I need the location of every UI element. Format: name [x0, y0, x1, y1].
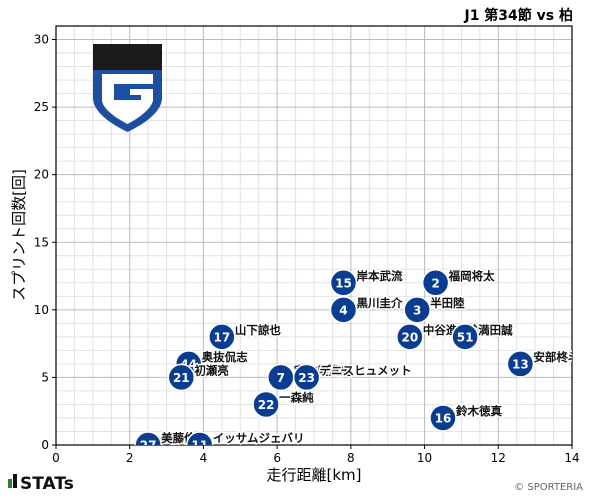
grid-minor	[56, 25, 572, 445]
player-marker	[396, 323, 424, 351]
x-tick-label: 8	[347, 451, 355, 465]
player-marker	[403, 296, 431, 324]
player-number-label: 4	[339, 303, 347, 317]
x-tick-label: 12	[491, 451, 506, 465]
player-number-label: 11	[191, 439, 208, 453]
player-marker	[134, 431, 162, 445]
player-marker	[167, 363, 196, 392]
player-marker	[252, 390, 280, 419]
player-number-label: 13	[512, 357, 529, 371]
stats-logo-bar-2	[13, 474, 17, 488]
player-name-label: 半田陸	[430, 296, 465, 310]
player-name-label: 奥抜侃志	[201, 350, 248, 364]
player-name-label: 岸本武流	[356, 269, 402, 283]
x-axis-label: 走行距離[km]	[266, 466, 361, 484]
player-number-label: 21	[173, 371, 190, 385]
player-number-label: 3	[413, 303, 421, 317]
y-axis-label: スプリント回数[回]	[10, 169, 28, 301]
player-number-label: 2	[431, 276, 439, 290]
player-number-label: 22	[258, 398, 275, 412]
player-number-label: 15	[335, 276, 352, 290]
y-tick-label: 15	[34, 235, 49, 249]
player-number-label: 7	[277, 371, 285, 385]
player-name-label: イッサムジェバリ	[213, 431, 305, 445]
player-marker	[451, 323, 479, 351]
stats-logo-bar-1	[8, 479, 12, 488]
data-points: 岸本武流15福岡将太2黒川圭介4半田陸3中谷進之介20満田誠51安部柊斗13山下…	[134, 267, 579, 453]
player-marker	[208, 323, 236, 351]
player-marker	[506, 350, 535, 378]
y-tick-label: 20	[34, 168, 49, 182]
x-tick-label: 0	[52, 451, 60, 465]
plot-frame	[55, 25, 573, 446]
player-marker	[329, 296, 358, 324]
y-axis-ticks: 0 5 10 15 20 25 30	[34, 33, 56, 452]
player-number-label: 20	[401, 330, 418, 344]
player-name-label: デニスヒュメット	[320, 363, 412, 377]
x-tick-label: 4	[200, 451, 208, 465]
x-axis-ticks: 0 2 4 6 8 10 12 14	[52, 445, 580, 465]
player-name-label: 鈴木徳真	[456, 404, 502, 418]
y-tick-label: 5	[41, 370, 49, 384]
x-tick-label: 14	[564, 451, 579, 465]
player-name-label: 初瀬亮	[194, 363, 229, 377]
y-tick-label: 0	[41, 438, 49, 452]
player-name-label: 福岡将太	[448, 269, 495, 283]
player-name-label: 満田誠	[478, 323, 513, 337]
player-number-label: 16	[435, 411, 452, 425]
stats-logo-text: STATs	[20, 474, 74, 494]
player-marker	[421, 269, 450, 297]
x-tick-label: 10	[417, 451, 432, 465]
player-number-label: 23	[298, 371, 315, 385]
player-name-label: 一森純	[279, 390, 314, 404]
stats-logo: STATs	[8, 474, 74, 494]
player-number-label: 27	[140, 439, 157, 453]
player-number-label: 51	[457, 330, 474, 344]
player-name-label: 山下諒也	[235, 323, 281, 337]
x-tick-label: 2	[126, 451, 134, 465]
player-number-label: 17	[214, 330, 231, 344]
player-marker	[292, 363, 321, 392]
logo-top-bar	[93, 44, 162, 70]
player-name-label: 黒川圭介	[356, 296, 402, 310]
y-tick-label: 25	[34, 100, 49, 114]
logo-g-mark	[102, 74, 153, 124]
player-marker	[429, 404, 457, 432]
club-logo	[93, 44, 162, 132]
player-marker	[185, 431, 214, 445]
y-tick-label: 10	[34, 303, 49, 317]
copyright-text: © SPORTERIA	[514, 482, 583, 493]
y-tick-label: 30	[34, 33, 49, 47]
player-name-label: 安部柊斗	[533, 350, 579, 364]
player-marker	[329, 269, 358, 297]
x-tick-label: 6	[273, 451, 281, 465]
chart-header-title: J1 第34節 vs 柏	[463, 7, 573, 24]
